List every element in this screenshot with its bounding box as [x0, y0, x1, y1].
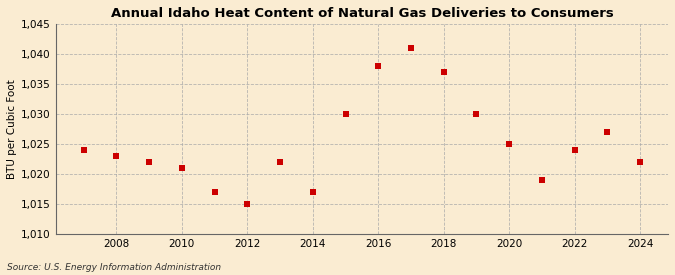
Text: Source: U.S. Energy Information Administration: Source: U.S. Energy Information Administ… [7, 263, 221, 272]
Title: Annual Idaho Heat Content of Natural Gas Deliveries to Consumers: Annual Idaho Heat Content of Natural Gas… [111, 7, 614, 20]
Y-axis label: BTU per Cubic Foot: BTU per Cubic Foot [7, 79, 17, 179]
